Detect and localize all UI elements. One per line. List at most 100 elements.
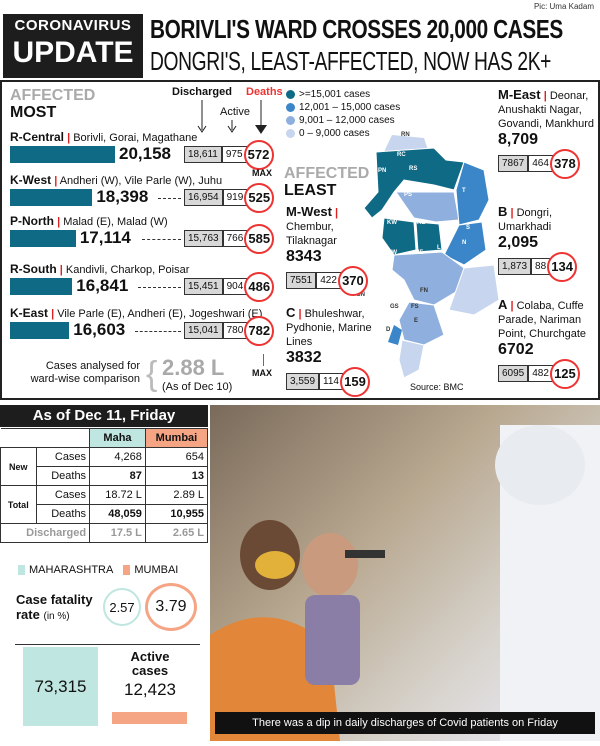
legend-item: 0 – 9,000 cases: [286, 127, 400, 140]
color-legend: MAHARASHTRA MUMBAI: [18, 564, 178, 576]
cfr-maha: 2.57: [103, 588, 141, 626]
kicker-update: UPDATE: [12, 36, 134, 69]
row-label: Deaths: [35, 466, 91, 486]
brace: {: [146, 355, 158, 393]
legend-label: >=15,001 cases: [299, 89, 371, 100]
legend-mumbai: MUMBAI: [134, 564, 179, 576]
stats-table: Maha Mumbai New Cases 4,268 654 Deaths 87 13 T…: [0, 428, 209, 543]
ward-areas: Kandivli, Charkop, Poisar: [65, 264, 190, 276]
discharged-value: 15,763: [184, 230, 223, 247]
separator: |: [543, 90, 547, 102]
separator: |: [510, 300, 514, 312]
ward-label: R-South | Kandivli, Charkop, Poisar: [10, 262, 189, 276]
discharged-value: 16,954: [184, 189, 223, 206]
map-ward-label: N: [462, 240, 467, 246]
section-badge: CORONAVIRUS UPDATE: [3, 14, 143, 78]
maha-swatch: [18, 565, 25, 575]
separator: |: [298, 308, 302, 320]
ward-name: R-South: [10, 262, 57, 276]
map-ward-label: FS: [411, 304, 419, 310]
map-legend: >=15,001 cases 12,001 – 15,000 cases 9,0…: [286, 88, 400, 140]
cell: 2.65 L: [144, 523, 209, 543]
heading-affected: AFFECTED: [10, 87, 96, 104]
legend-dot-icon: [286, 129, 295, 138]
ward-areas: Malad (E), Malad (W): [63, 216, 168, 228]
ward-name: K-East: [10, 306, 49, 320]
photo-caption: There was a dip in daily discharges of C…: [215, 712, 595, 734]
map-ward-label: KW: [387, 220, 397, 226]
case-bar: [10, 322, 70, 339]
cell: 13: [144, 466, 209, 486]
subheadline: DONGRI'S, LEAST-AFFECTED, NOW HAS 2K+: [150, 46, 552, 76]
ward-name: M-East: [498, 87, 541, 102]
discharged-value: 15,451: [184, 278, 223, 295]
legend-label: 12,001 – 15,000 cases: [299, 102, 401, 113]
legend-dot-icon: [286, 116, 295, 125]
least-affected-heading: AFFECTED LEAST: [284, 166, 369, 200]
map-ward-m: [448, 264, 500, 316]
cfr-mumbai: 3.79: [145, 583, 197, 631]
active-label-line2: cases: [131, 663, 169, 678]
breakdown-boxes: 1,873 88 134: [498, 251, 598, 282]
active-maha: 73,315: [23, 647, 98, 726]
ward-total: 17,114: [79, 228, 131, 247]
ward-name: P-North: [10, 214, 54, 228]
breakdown-boxes: 3,559 114 159: [286, 366, 386, 397]
leader-line: [141, 239, 181, 240]
separator: |: [59, 264, 63, 276]
map-ward-label: FN: [420, 288, 428, 294]
ward-total: 2,095: [498, 234, 539, 251]
deaths-value: 486: [244, 271, 275, 302]
column-arrows: [197, 100, 267, 134]
ward-name: A: [498, 297, 508, 312]
ward-name: C: [286, 305, 296, 320]
ward-areas: Dongri, Umarkhadi: [498, 207, 553, 233]
map-ward-south: [398, 301, 445, 346]
ward-label: K-East | Vile Parle (E), Andheri (E), Jo…: [10, 306, 262, 320]
map-ward-ke: [415, 221, 443, 253]
map-ward-label: RC: [397, 152, 406, 158]
row-label-discharged: Discharged: [0, 523, 91, 543]
least-ward: C | Bhuleshwar, Pydhonie, Marine Lines 38…: [286, 305, 386, 397]
ward-label: P-North | Malad (E), Malad (W): [10, 214, 168, 228]
cell: 48,059: [89, 504, 146, 524]
map-ward-label: E: [414, 318, 419, 324]
breakdown-boxes: 18,611 975 572: [184, 139, 274, 170]
discharged-value: 7867: [498, 155, 529, 172]
deaths-value: 378: [549, 148, 580, 179]
ward-breakdown: 16,954 919 525: [184, 182, 275, 213]
deaths-value: 782: [244, 315, 275, 346]
cell: 87: [89, 466, 146, 486]
deaths-value: 572: [243, 139, 274, 170]
mumbai-swatch: [123, 565, 131, 575]
separator: |: [51, 308, 55, 320]
ward-total: 8343: [286, 248, 322, 265]
separator: |: [335, 207, 339, 219]
ward-name: K-West: [10, 173, 52, 187]
ward-areas: Colaba, Cuffe Parade, Nariman Point, Chu…: [498, 300, 587, 340]
case-bar: [10, 278, 73, 295]
ward-name: B: [498, 204, 508, 219]
kicker: CORONAVIRUS: [14, 17, 132, 34]
map-ward-ps: [395, 191, 460, 223]
legend-item: 12,001 – 15,000 cases: [286, 101, 400, 114]
legend-dot-icon: [286, 103, 295, 112]
deaths-value: 525: [244, 182, 275, 213]
discharged-value: 6095: [498, 365, 529, 382]
active-mumbai: 12,423: [124, 680, 176, 699]
analysed-label: Cases analysed for ward-wise comparison: [30, 360, 140, 385]
breakdown-boxes: 15,451 904 486: [184, 271, 275, 302]
map-ward-label: GN: [356, 292, 365, 298]
max-marker: [263, 354, 264, 366]
deaths-value: 159: [339, 366, 370, 397]
breakdown-boxes: 15,041 780 782: [184, 315, 275, 346]
news-photo: [210, 405, 600, 741]
ward-total: 16,841: [76, 276, 129, 295]
discharged-value: 3,559: [286, 373, 320, 390]
mumbai-bar: [112, 712, 187, 724]
ward-total: 8,709: [498, 131, 539, 148]
map-ward-t: [455, 161, 490, 226]
deaths-value: 134: [547, 251, 578, 282]
mumbai-ward-map: [364, 135, 500, 379]
case-bar: [10, 189, 93, 206]
